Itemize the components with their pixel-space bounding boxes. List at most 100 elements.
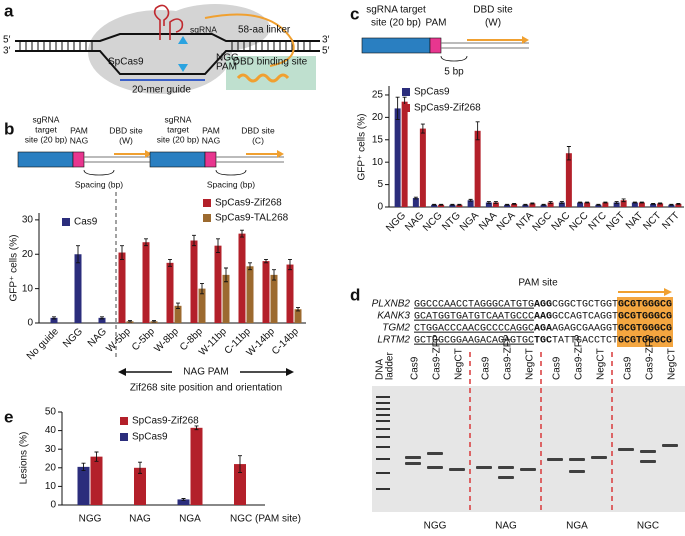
lane-label: NegCT [454,348,465,380]
x-tick-label: NAT [624,210,645,231]
x-tick-label: NGT [604,210,627,233]
gel-band [640,460,656,463]
error-bar [621,198,626,203]
y-tick-label: 15 [372,134,384,145]
error-bar [181,498,186,501]
spacing-label: Spacing (bp) [75,179,123,189]
pam-label: PAM [426,18,447,29]
ladder-band [376,396,390,398]
error-bar [76,245,80,264]
bar [492,202,499,207]
legend-label: SpCas9-TAL268 [215,213,289,224]
dbd-domain [236,73,290,83]
x-tick-label: NCT [641,210,663,232]
x-tick-label: NTG [440,210,463,233]
y-tick-label: 40 [45,425,57,436]
legend-label: SpCas9 [414,87,450,98]
target-site [361,37,431,54]
y-tick-label: 20 [45,462,57,473]
error-bar [296,307,300,312]
bar [449,204,456,207]
y-tick-label: 25 [372,90,384,101]
gel-band [427,466,443,469]
lane-label: Cas9 [410,356,421,380]
legend-label: SpCas9 [132,432,168,443]
gel-band [520,468,536,471]
target-label: sgRNA [33,114,60,124]
bar [638,202,645,207]
strand-end: 5′ [3,35,11,46]
lane-label: Cas9 [623,356,634,380]
lane-label: Cas9 [552,356,563,380]
sequence-guide: CTGGACCCAACGCCCCAGGC [414,324,534,335]
sgrna-hairpin [153,4,184,40]
lane-label: Cas9 [481,356,492,380]
group-label: NGA [566,521,588,532]
bar [118,252,126,323]
error-bar [152,320,156,323]
sequence-spacer: AGAGCGAAGGT [552,324,618,335]
error-bar [240,229,244,238]
gene-name: PLXNB2 [372,299,411,310]
bar [74,254,82,323]
y-tick-label: 10 [45,481,57,492]
error-bar [566,146,571,161]
bar [246,266,254,323]
legend-swatch [203,214,211,222]
gel [372,386,685,512]
lane-label: Cas9-ZFP [574,334,585,380]
bar [431,204,438,207]
lane-label: Cas9-ZFP [432,334,443,380]
y-tick-label: 0 [377,202,383,213]
error-bar [559,201,564,204]
spacing-brace [83,169,115,176]
bar [401,101,408,207]
strand-end: 3′ [322,35,330,46]
legend-label: SpCas9-Zif268 [215,198,282,209]
error-bar [639,201,644,204]
error-bar [676,202,681,205]
error-bar [272,269,276,281]
error-bar [120,245,124,260]
error-bar [224,267,228,283]
pam-seq: NAG [70,135,88,145]
strand-end: 3′ [3,46,11,57]
error-bar [288,258,292,271]
pam-box [72,151,85,168]
error-bar [248,262,252,271]
error-bar [194,425,199,431]
error-bar [658,202,663,205]
error-bar [128,320,132,323]
bar [419,128,426,207]
lane-label: Cas9-ZFP [645,334,656,380]
error-bar [450,203,455,206]
bar [286,264,294,323]
x-tick-label: C-5bp [130,326,157,353]
panel-label: d [350,285,360,304]
ladder-band [376,420,390,422]
gel-band [405,462,421,465]
gel-band [640,450,656,453]
target-label: target [35,124,57,134]
group-label: NAG [495,521,517,532]
error-bar [596,203,601,206]
error-bar [603,201,608,204]
y-tick-label: 5 [377,179,383,190]
x-tick-label: W-11bp [197,326,229,358]
target-site [149,151,206,168]
x-tick-label: W-8bp [153,326,182,355]
group-label: NGG [424,521,447,532]
error-bar [94,451,99,462]
lane-label: NegCT [596,348,607,380]
sequence-dbd: GCGTGGGCG [618,324,672,335]
bar [50,317,58,323]
legend-label: Cas9 [74,217,98,228]
panel-label: b [4,119,14,138]
error-bar [200,283,204,295]
bar [394,108,401,207]
x-tick-label: NAG [403,210,426,233]
pam-seq: NGG [216,53,239,64]
ladder-band [376,436,390,438]
x-tick-label: C-14bp [270,326,301,357]
gel-band [591,456,607,459]
